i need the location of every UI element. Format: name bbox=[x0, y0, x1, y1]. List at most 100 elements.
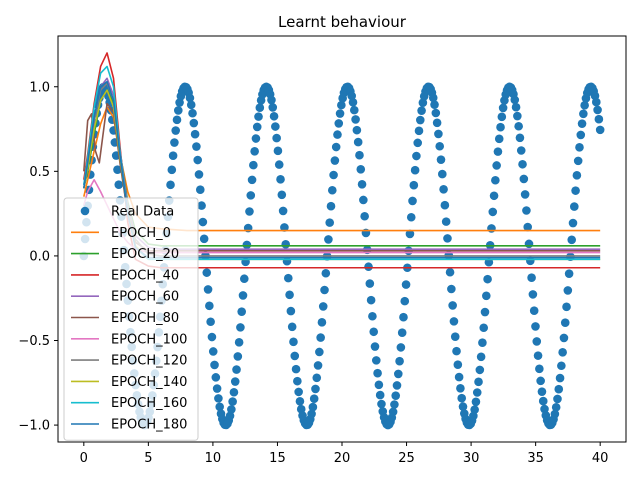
real-data-point bbox=[186, 100, 196, 110]
real-data-point bbox=[470, 405, 479, 414]
real-data-point bbox=[436, 155, 446, 164]
real-data-point bbox=[324, 235, 333, 244]
real-data-point bbox=[510, 95, 520, 105]
real-data-point bbox=[277, 190, 287, 200]
real-data-point bbox=[114, 180, 124, 189]
real-data-point bbox=[453, 360, 463, 369]
real-data-point bbox=[576, 130, 586, 140]
legend-label: EPOCH_120 bbox=[111, 354, 187, 369]
real-data-point bbox=[413, 138, 423, 148]
real-data-point bbox=[558, 348, 567, 357]
real-data-point bbox=[435, 141, 445, 151]
real-data-point bbox=[550, 409, 560, 419]
real-data-point bbox=[353, 137, 363, 147]
real-data-point bbox=[443, 234, 452, 243]
real-data-point bbox=[175, 98, 184, 107]
real-data-point bbox=[113, 165, 122, 174]
real-data-point bbox=[203, 285, 213, 294]
real-data-point bbox=[206, 317, 215, 327]
x-tick-label: 35 bbox=[527, 451, 544, 466]
real-data-point bbox=[210, 360, 219, 370]
real-data-point bbox=[269, 111, 279, 121]
x-tick-label: 25 bbox=[398, 451, 415, 466]
real-data-point bbox=[564, 269, 574, 278]
real-data-point bbox=[190, 129, 200, 139]
real-data-point bbox=[315, 347, 324, 357]
legend-box bbox=[63, 197, 199, 441]
legend-label: EPOCH_0 bbox=[111, 226, 171, 241]
real-data-point bbox=[281, 239, 291, 249]
real-data-point bbox=[360, 211, 369, 221]
real-data-point bbox=[205, 301, 214, 311]
real-data-point bbox=[514, 121, 523, 131]
real-data-point bbox=[295, 396, 305, 406]
real-data-point bbox=[457, 393, 467, 403]
real-data-point bbox=[489, 191, 499, 201]
real-data-point bbox=[232, 365, 241, 374]
real-data-point bbox=[416, 115, 425, 125]
real-data-point bbox=[538, 396, 548, 406]
real-data-point bbox=[496, 122, 505, 132]
real-data-point bbox=[309, 394, 319, 404]
real-data-point bbox=[308, 402, 318, 412]
real-data-point bbox=[392, 381, 402, 390]
real-data-point bbox=[575, 143, 584, 152]
real-data-point bbox=[212, 384, 222, 393]
real-data-point bbox=[166, 180, 175, 190]
real-data-point bbox=[228, 397, 237, 406]
real-data-point bbox=[434, 129, 443, 139]
real-data-point bbox=[356, 165, 366, 174]
real-data-point bbox=[396, 343, 406, 352]
real-data-point bbox=[430, 100, 439, 109]
real-data-point bbox=[251, 134, 261, 143]
real-data-point bbox=[493, 147, 503, 156]
real-data-point bbox=[255, 103, 265, 113]
real-data-point bbox=[400, 296, 410, 306]
real-data-point bbox=[211, 373, 221, 382]
real-data-point bbox=[533, 351, 543, 360]
real-data-point bbox=[391, 391, 401, 400]
real-data-point bbox=[173, 106, 183, 115]
real-data-point bbox=[540, 404, 549, 414]
real-data-point bbox=[359, 195, 368, 205]
real-data-point bbox=[448, 301, 457, 310]
real-data-point bbox=[480, 307, 490, 317]
real-data-point bbox=[278, 206, 288, 216]
real-data-point bbox=[369, 327, 379, 337]
legend-label: EPOCH_160 bbox=[111, 396, 187, 411]
real-data-point bbox=[488, 207, 498, 217]
real-data-point bbox=[286, 306, 296, 316]
real-data-point bbox=[498, 103, 508, 113]
x-tick-label: 40 bbox=[592, 451, 609, 466]
legend: Real Data EPOCH_0 EPOCH_20 EPOCH_40 EPOCH_60… bbox=[63, 197, 199, 441]
real-data-point bbox=[484, 257, 494, 267]
real-data-point bbox=[330, 156, 340, 165]
real-data-point bbox=[511, 102, 521, 112]
y-tick-label: −1.0 bbox=[18, 419, 50, 434]
real-data-point bbox=[371, 356, 381, 365]
real-data-point bbox=[188, 108, 197, 118]
real-data-point bbox=[373, 368, 382, 378]
real-data-point bbox=[215, 402, 224, 412]
real-data-point bbox=[316, 333, 325, 342]
real-data-point bbox=[370, 342, 380, 351]
legend-marker-real-data bbox=[80, 206, 90, 216]
y-tick-label: 0.0 bbox=[29, 249, 50, 264]
x-tick-label: 0 bbox=[80, 451, 88, 466]
real-data-point bbox=[320, 285, 329, 295]
x-tick-label: 5 bbox=[144, 451, 152, 466]
real-data-point bbox=[207, 332, 217, 342]
real-data-point bbox=[439, 185, 448, 194]
real-data-point bbox=[171, 126, 180, 135]
real-data-point bbox=[518, 159, 527, 169]
real-data-point bbox=[327, 185, 337, 195]
real-data-point bbox=[414, 126, 424, 136]
real-data-point bbox=[390, 400, 399, 409]
real-data-point bbox=[431, 108, 441, 118]
real-data-point bbox=[318, 302, 328, 311]
real-data-point bbox=[283, 273, 293, 283]
real-data-point bbox=[491, 175, 500, 185]
real-data-point bbox=[352, 125, 362, 135]
legend-label: EPOCH_100 bbox=[111, 332, 187, 347]
